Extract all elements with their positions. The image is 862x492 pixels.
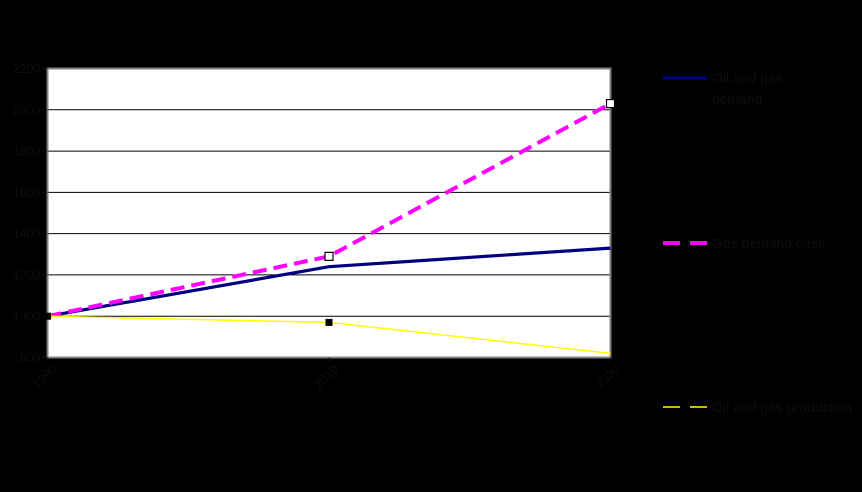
series-line-1 <box>47 246 611 318</box>
y-axis-tick-label: 2000 <box>13 103 41 117</box>
data-point-marker <box>44 312 51 320</box>
legend-label: demand <box>712 91 763 107</box>
legend-item-2: Gas demand case <box>663 235 826 251</box>
y-axis-tick-label: 1400 <box>13 227 41 241</box>
legend-item-3: Oil and gas production <box>663 399 852 415</box>
y-axis-tick-label: 1800 <box>13 145 41 159</box>
legend: Oil and gas demand Gas demand case Oil and … <box>663 70 852 415</box>
gridlines <box>48 109 610 317</box>
y-axis-tick-label: 2200 <box>13 62 41 76</box>
series-line-2 <box>47 101 612 319</box>
legend-label: Gas demand case <box>712 235 826 251</box>
data-point-marker <box>325 318 333 326</box>
x-axis: 1990 2010 2030 <box>30 357 623 392</box>
y-axis: 800 1000 1200 1400 1600 1800 2000 2200 <box>13 62 48 365</box>
data-point-marker <box>605 98 616 109</box>
plot-area <box>46 67 612 359</box>
legend-label: Oil and gas production <box>712 399 852 415</box>
x-axis-tick-label: 2010 <box>311 362 341 392</box>
y-axis-tick-label: 1600 <box>13 186 41 200</box>
legend-item-1: Oil and gas demand <box>663 70 783 107</box>
y-axis-tick-label: 800 <box>20 351 41 365</box>
data-point-marker <box>324 251 334 261</box>
x-axis-tick-label: 2030 <box>593 362 623 392</box>
legend-label: Oil and gas <box>712 70 783 86</box>
y-axis-tick-label: 1200 <box>13 268 41 282</box>
x-axis-tick-label: 1990 <box>30 362 60 392</box>
series-group <box>44 98 616 355</box>
y-axis-tick-label: 1000 <box>13 310 41 324</box>
